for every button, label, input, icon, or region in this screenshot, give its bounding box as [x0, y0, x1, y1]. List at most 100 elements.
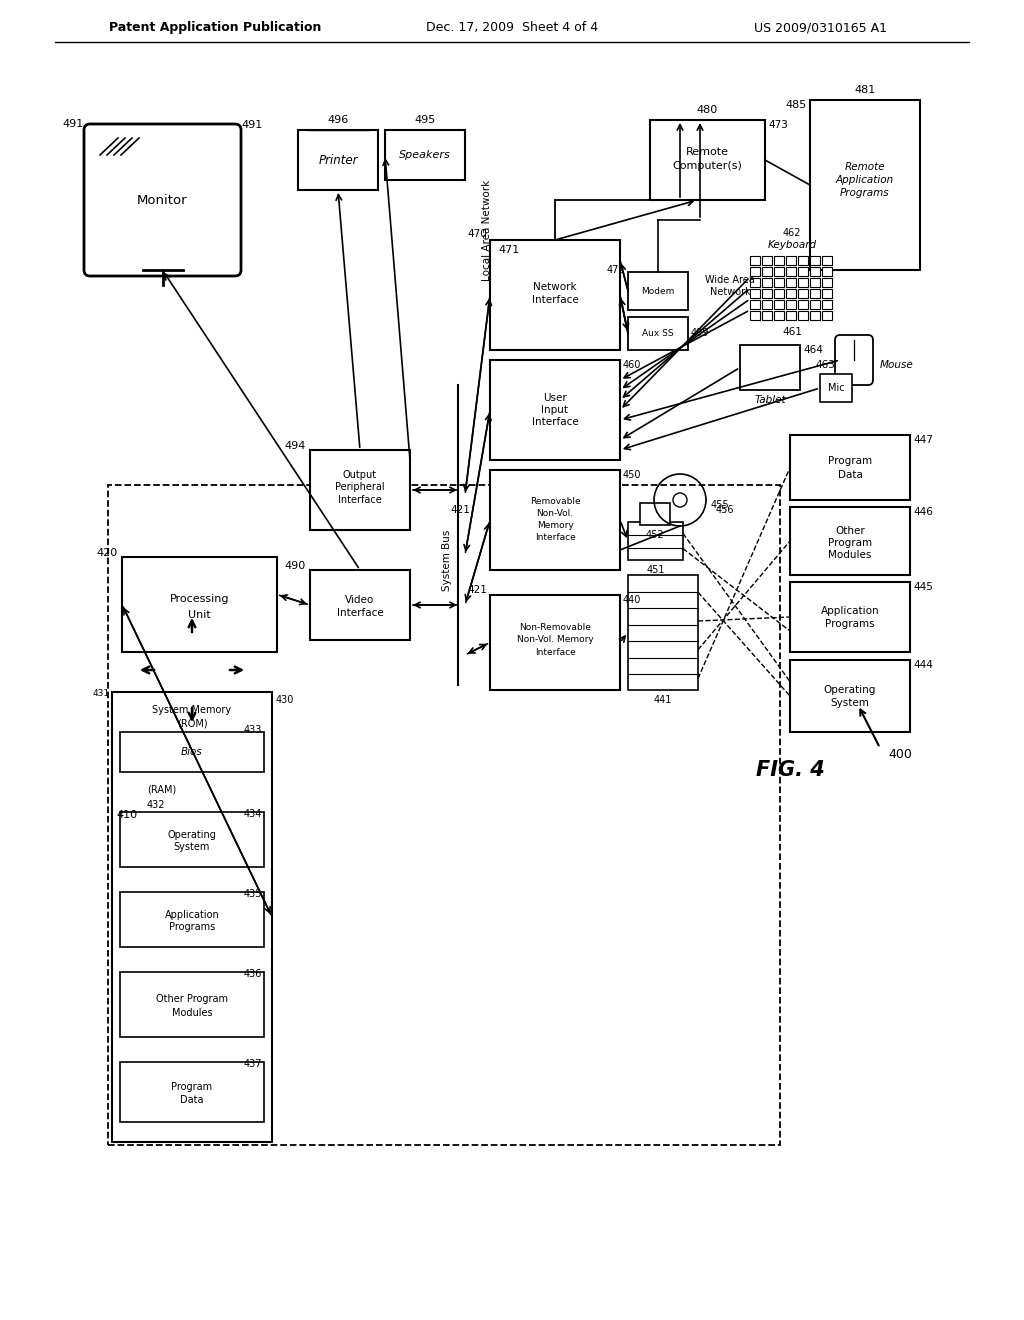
Text: Video: Video — [345, 595, 375, 605]
Text: Programs: Programs — [840, 187, 890, 198]
Bar — [798, 289, 808, 298]
Bar — [810, 300, 820, 309]
Bar — [822, 312, 831, 319]
Bar — [762, 267, 772, 276]
Text: Other: Other — [836, 525, 865, 536]
Text: 433: 433 — [244, 725, 262, 735]
Bar — [310, 570, 410, 640]
Bar — [786, 289, 796, 298]
Text: System: System — [174, 842, 210, 853]
Text: Modem: Modem — [641, 286, 675, 296]
Text: 434: 434 — [244, 809, 262, 818]
Text: 441: 441 — [653, 696, 672, 705]
Text: Program: Program — [828, 539, 872, 548]
Text: System Bus: System Bus — [442, 529, 452, 590]
Text: 496: 496 — [328, 115, 348, 125]
Text: System Memory: System Memory — [153, 705, 231, 715]
Bar — [750, 289, 760, 298]
Bar — [790, 436, 910, 500]
Text: Keyboard: Keyboard — [767, 240, 816, 249]
Text: 436: 436 — [244, 969, 262, 979]
Text: 432: 432 — [147, 800, 166, 810]
Text: 473: 473 — [768, 120, 787, 129]
Text: Interface: Interface — [531, 417, 579, 426]
Text: 440: 440 — [623, 595, 641, 605]
Bar — [798, 300, 808, 309]
Text: Non-Removable: Non-Removable — [519, 623, 591, 632]
Bar — [790, 507, 910, 576]
Bar — [490, 595, 620, 690]
Text: Monitor: Monitor — [137, 194, 187, 206]
Bar — [628, 521, 683, 560]
Bar — [798, 279, 808, 286]
Bar — [810, 312, 820, 319]
Bar — [822, 289, 831, 298]
Bar — [810, 279, 820, 286]
Bar — [120, 1063, 264, 1122]
Text: Peripheral: Peripheral — [335, 482, 385, 492]
Bar — [310, 450, 410, 531]
Text: 490: 490 — [285, 561, 306, 572]
Text: 485: 485 — [785, 100, 807, 110]
Bar — [762, 289, 772, 298]
Text: (RAM): (RAM) — [147, 785, 176, 795]
FancyBboxPatch shape — [84, 124, 241, 276]
Text: 480: 480 — [697, 106, 718, 115]
Bar — [810, 256, 820, 265]
Text: Computer(s): Computer(s) — [673, 161, 742, 172]
Text: 491: 491 — [62, 119, 84, 129]
Bar — [774, 279, 784, 286]
Bar — [120, 892, 264, 946]
Text: Non-Vol. Memory: Non-Vol. Memory — [517, 635, 593, 644]
Bar — [298, 129, 378, 190]
Bar — [810, 289, 820, 298]
Bar — [750, 267, 760, 276]
Text: Removable: Removable — [529, 498, 581, 507]
Text: 446: 446 — [913, 507, 933, 517]
Text: 445: 445 — [913, 582, 933, 591]
Bar — [774, 256, 784, 265]
Bar — [385, 129, 465, 180]
Bar — [822, 256, 831, 265]
Text: Operating: Operating — [168, 829, 216, 840]
Text: Wide Area: Wide Area — [706, 275, 755, 285]
Text: Interface: Interface — [535, 648, 575, 657]
Text: Speakers: Speakers — [399, 150, 451, 160]
Bar — [786, 279, 796, 286]
Text: Aux SS: Aux SS — [642, 329, 674, 338]
Text: Other Program: Other Program — [156, 994, 228, 1005]
Bar — [786, 300, 796, 309]
Text: 495: 495 — [415, 115, 435, 125]
Text: 431: 431 — [93, 689, 110, 698]
Text: Processing: Processing — [170, 594, 229, 605]
Bar — [112, 692, 272, 1142]
FancyBboxPatch shape — [835, 335, 873, 385]
Bar — [786, 267, 796, 276]
Text: Remote: Remote — [845, 162, 886, 172]
Text: Programs: Programs — [169, 923, 215, 932]
Text: Input: Input — [542, 405, 568, 414]
Bar — [798, 267, 808, 276]
Bar — [750, 279, 760, 286]
Bar — [120, 733, 264, 772]
Bar — [790, 660, 910, 733]
Text: Program: Program — [171, 1082, 213, 1092]
Text: 450: 450 — [623, 470, 641, 480]
Text: 481: 481 — [854, 84, 876, 95]
Text: Modules: Modules — [172, 1007, 212, 1018]
Text: Modules: Modules — [828, 550, 871, 560]
Text: Remote: Remote — [686, 147, 729, 157]
Bar — [786, 312, 796, 319]
Bar — [628, 576, 698, 690]
Text: Programs: Programs — [825, 619, 874, 630]
Text: Dec. 17, 2009  Sheet 4 of 4: Dec. 17, 2009 Sheet 4 of 4 — [426, 21, 598, 34]
Bar — [750, 312, 760, 319]
Text: 470: 470 — [467, 228, 487, 239]
Bar — [740, 345, 800, 389]
Bar — [120, 972, 264, 1038]
Bar — [820, 374, 852, 403]
Bar — [628, 272, 688, 310]
Text: Bios: Bios — [181, 747, 203, 756]
Text: 460: 460 — [623, 360, 641, 370]
Text: Application: Application — [836, 176, 894, 185]
